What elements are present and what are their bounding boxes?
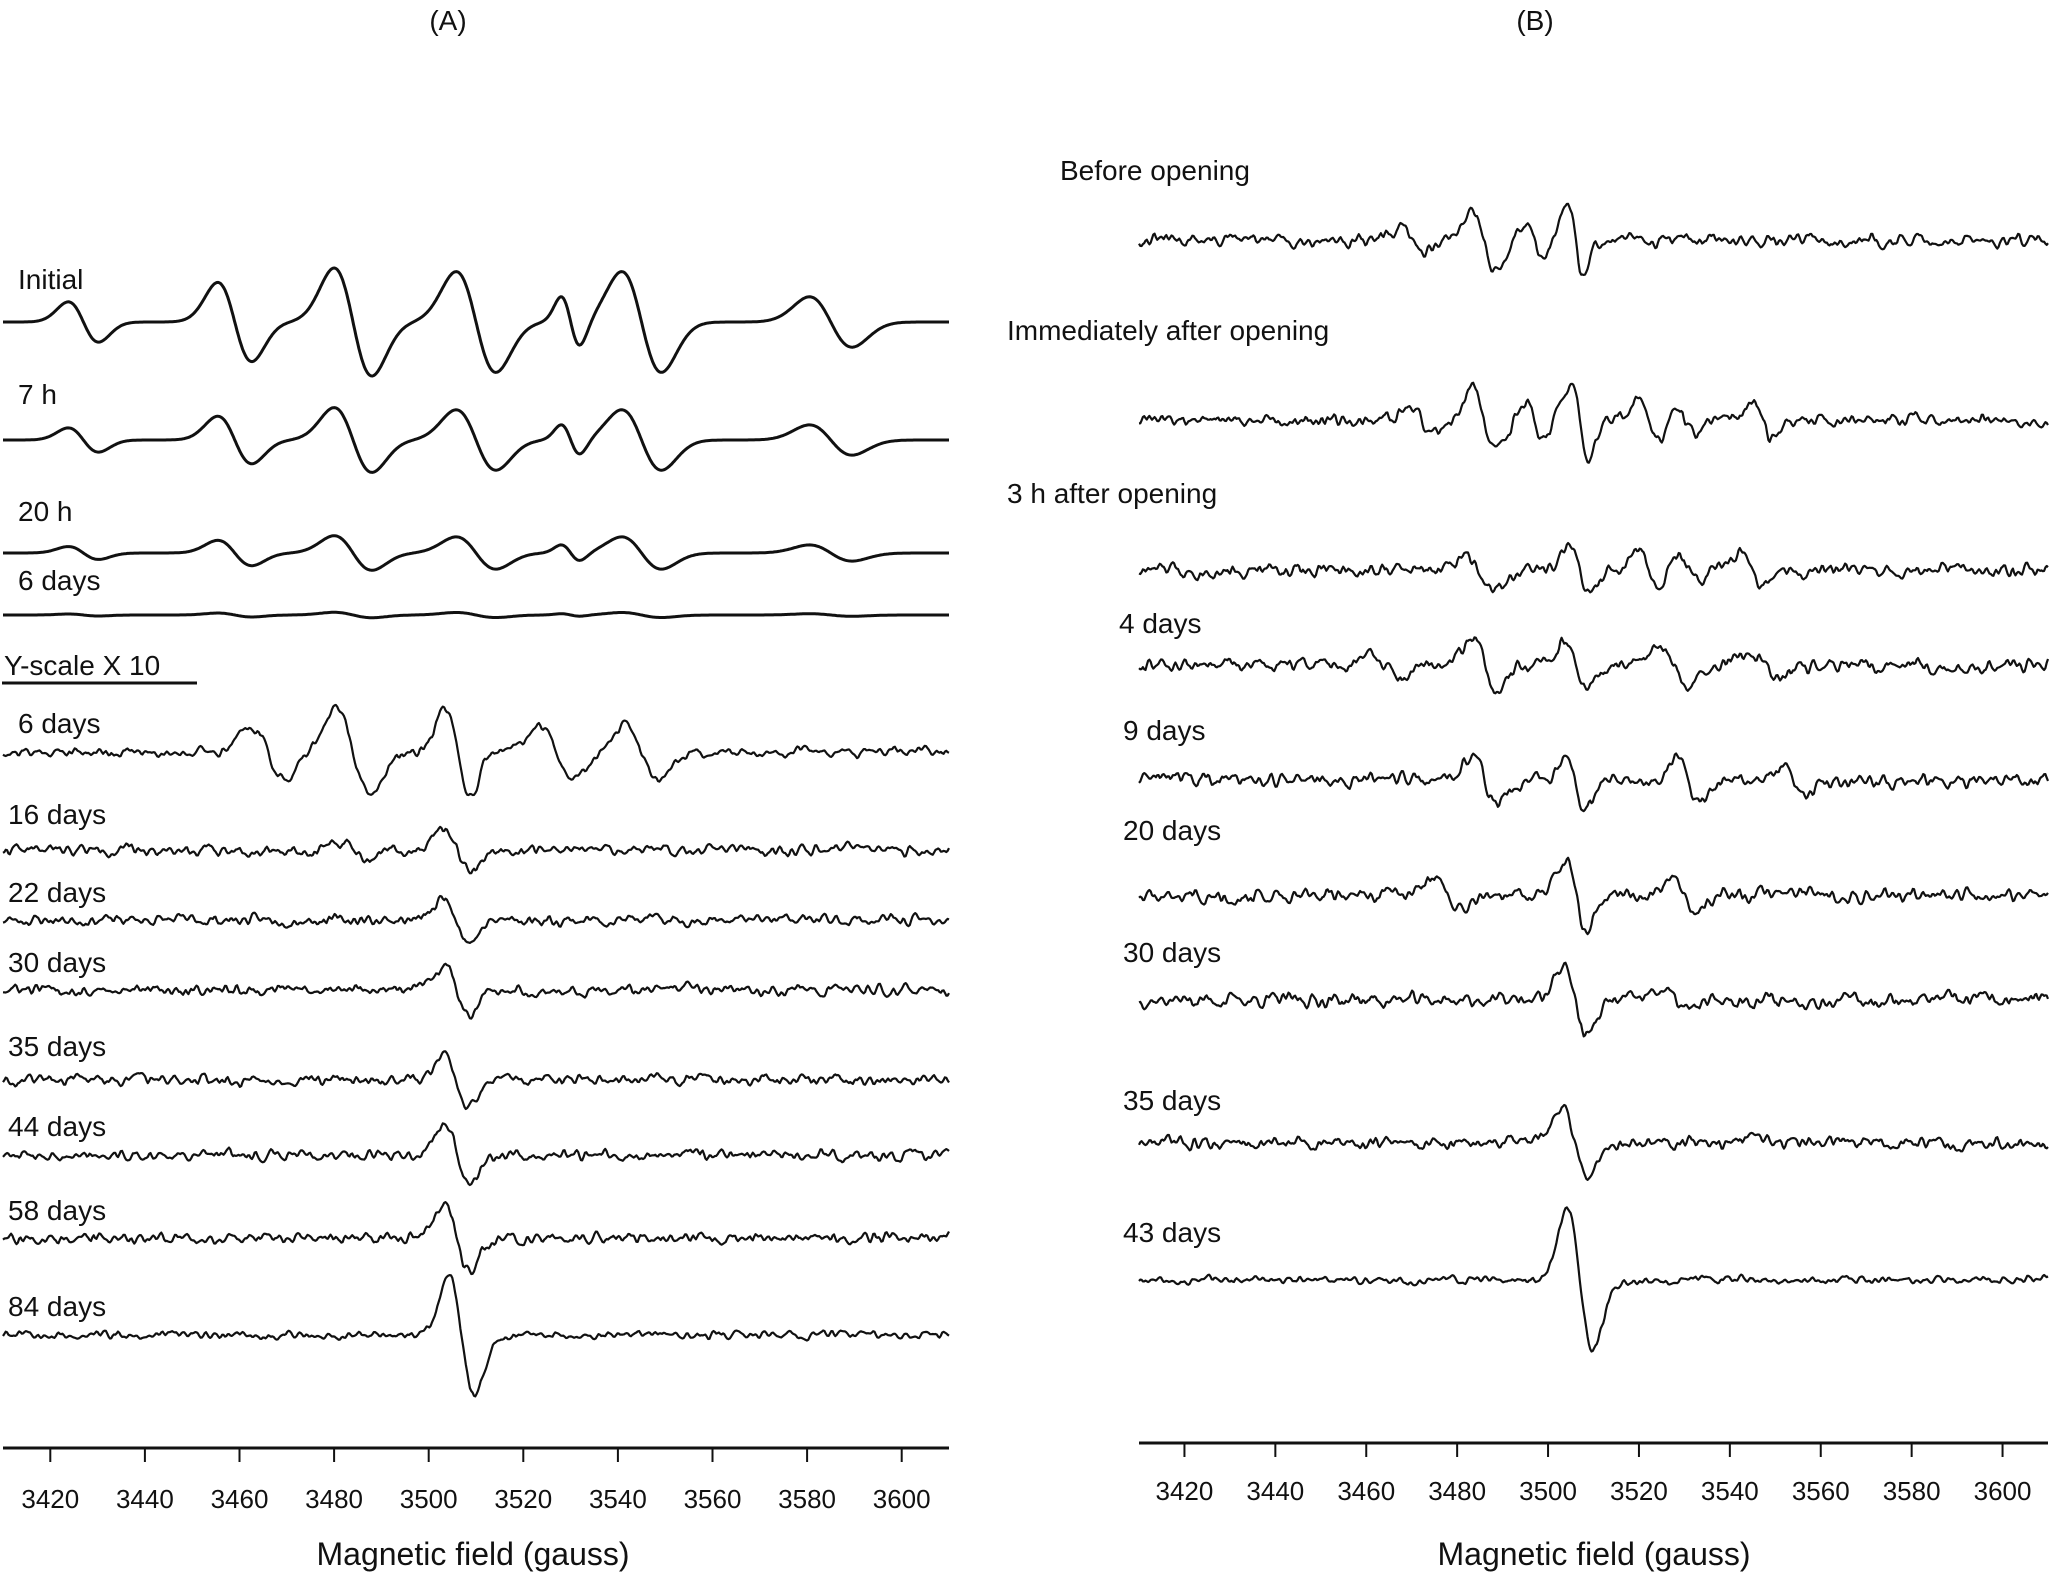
x-tick-label: 3600 bbox=[873, 1484, 931, 1514]
panel-a-x-ticks: 3420 3440 3460 3480 3500 3520 3540 3560 3580 3600 bbox=[21, 1448, 931, 1514]
panel-b-label-20days: 20 days bbox=[1123, 815, 1221, 846]
panel-a: (A) Initial 7 h 20 h 6 days Y-scale X 10… bbox=[2, 5, 950, 1572]
panel-b-label-immediately-after: Immediately after opening bbox=[1007, 315, 1329, 346]
spectrum-line bbox=[1138, 636, 2050, 695]
panel-a-xlabel: Magnetic field (gauss) bbox=[316, 1536, 629, 1572]
x-tick-label: 3540 bbox=[589, 1484, 647, 1514]
x-tick-label: 3520 bbox=[494, 1484, 552, 1514]
x-tick-label: 3460 bbox=[1337, 1476, 1395, 1506]
panel-a-label-58days: 58 days bbox=[8, 1195, 106, 1226]
x-tick-label: 3520 bbox=[1610, 1476, 1668, 1506]
panel-a-label-initial: Initial bbox=[18, 264, 83, 295]
x-tick-label: 3440 bbox=[1246, 1476, 1304, 1506]
spectrum-line bbox=[1138, 961, 2050, 1038]
x-tick-label: 3500 bbox=[400, 1484, 458, 1514]
x-tick-label: 3420 bbox=[1156, 1476, 1214, 1506]
spectrum-line bbox=[1138, 202, 2049, 276]
x-tick-label: 3580 bbox=[778, 1484, 836, 1514]
spectrum-line bbox=[2, 1274, 950, 1398]
x-tick-label: 3540 bbox=[1701, 1476, 1759, 1506]
panel-b-label-35days: 35 days bbox=[1123, 1085, 1221, 1116]
panel-b-label: (B) bbox=[1516, 5, 1553, 36]
panel-b-label-4days: 4 days bbox=[1119, 608, 1202, 639]
spectrum-line bbox=[1138, 752, 2050, 813]
panel-b-x-ticks: 3420 3440 3460 3480 3500 3520 3540 3560 3580 3600 bbox=[1156, 1443, 2032, 1506]
panel-a-label-30days: 30 days bbox=[8, 947, 106, 978]
spectrum-line bbox=[2, 266, 950, 378]
spectrum-line bbox=[1138, 856, 2049, 936]
panel-a-label-35days: 35 days bbox=[8, 1031, 106, 1062]
x-tick-label: 3460 bbox=[211, 1484, 269, 1514]
panel-a-series-group bbox=[2, 266, 950, 1398]
spectrum-line bbox=[2, 703, 950, 797]
panel-b-label-3h-after: 3 h after opening bbox=[1007, 478, 1217, 509]
spectrum-line bbox=[2, 610, 950, 620]
panel-a-label-7h: 7 h bbox=[18, 379, 57, 410]
panel-a-label-44days: 44 days bbox=[8, 1111, 106, 1142]
panel-b-label-30days: 30 days bbox=[1123, 937, 1221, 968]
x-tick-label: 3500 bbox=[1519, 1476, 1577, 1506]
panel-a-label-6days: 6 days bbox=[18, 565, 101, 596]
x-tick-label: 3480 bbox=[1428, 1476, 1486, 1506]
spectrum-line bbox=[2, 406, 950, 474]
panel-a-label: (A) bbox=[429, 5, 466, 36]
x-tick-label: 3480 bbox=[305, 1484, 363, 1514]
panel-a-label-16days: 16 days bbox=[8, 799, 106, 830]
spectrum-line bbox=[2, 1201, 950, 1276]
spectrum-line bbox=[2, 534, 950, 572]
x-tick-label: 3560 bbox=[684, 1484, 742, 1514]
panel-b-series-group bbox=[1138, 202, 2050, 1353]
spectrum-line bbox=[2, 962, 950, 1020]
x-tick-label: 3420 bbox=[21, 1484, 79, 1514]
x-tick-label: 3580 bbox=[1883, 1476, 1941, 1506]
panel-b-label-9days: 9 days bbox=[1123, 715, 1206, 746]
panel-a-label-20h: 20 h bbox=[18, 496, 73, 527]
spectrum-line bbox=[2, 1050, 950, 1111]
panel-b: (B) Before opening Immediately after ope… bbox=[1007, 5, 2050, 1572]
panel-b-label-before-opening: Before opening bbox=[1060, 155, 1250, 186]
panel-a-label-22days: 22 days bbox=[8, 877, 106, 908]
x-tick-label: 3600 bbox=[1974, 1476, 2032, 1506]
panel-a-label-6days-x10: 6 days bbox=[18, 708, 101, 739]
spectrum-line bbox=[1138, 1103, 2049, 1181]
x-tick-label: 3440 bbox=[116, 1484, 174, 1514]
panel-a-scale-note: Y-scale X 10 bbox=[4, 650, 160, 681]
spectrum-line bbox=[2, 825, 950, 875]
x-tick-label: 3560 bbox=[1792, 1476, 1850, 1506]
panel-a-label-84days: 84 days bbox=[8, 1291, 106, 1322]
panel-b-label-43days: 43 days bbox=[1123, 1217, 1221, 1248]
spectrum-line bbox=[1138, 542, 2049, 594]
spectrum-line bbox=[1138, 1206, 2049, 1353]
spectrum-line bbox=[1138, 381, 2049, 464]
panel-b-xlabel: Magnetic field (gauss) bbox=[1437, 1536, 1750, 1572]
spectrum-line bbox=[2, 894, 950, 944]
spectrum-line bbox=[2, 1122, 950, 1187]
